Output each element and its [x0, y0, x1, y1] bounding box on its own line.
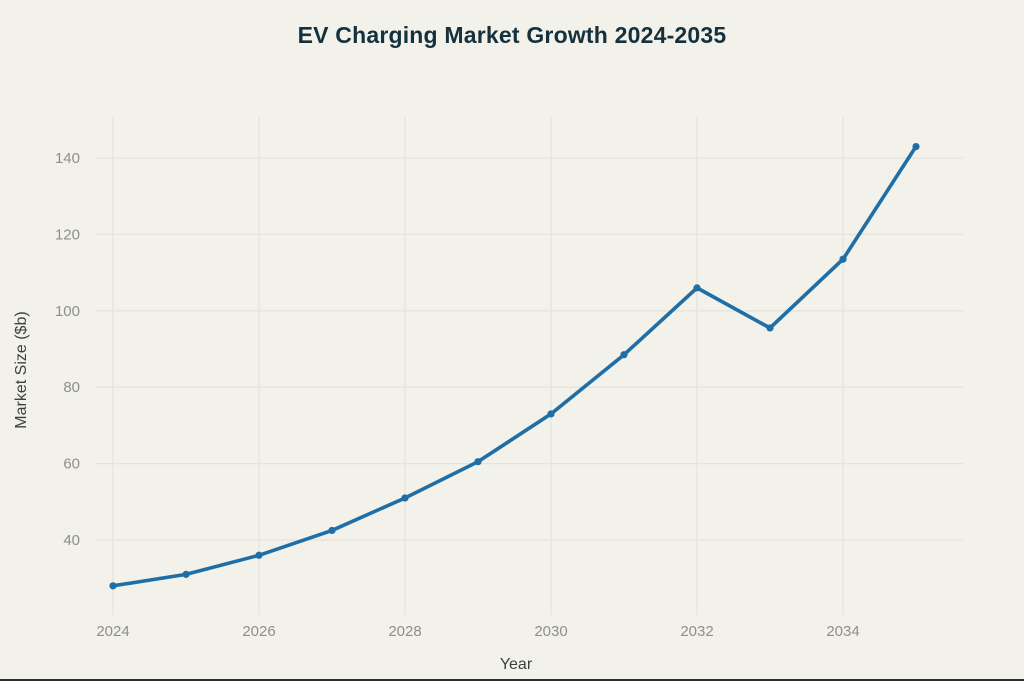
- x-tick-label: 2024: [96, 623, 129, 640]
- data-point-marker: [328, 526, 336, 535]
- y-tick-label: 120: [55, 226, 80, 243]
- x-tick-label: 2032: [680, 623, 713, 640]
- y-tick-label: 60: [63, 456, 80, 473]
- y-axis-title: Market Size ($b): [13, 311, 30, 429]
- x-axis-title: Year: [499, 656, 533, 673]
- y-tick-label: 80: [63, 379, 80, 396]
- y-tick-label: 140: [55, 150, 80, 167]
- data-point-marker: [109, 582, 117, 590]
- data-point-marker: [401, 494, 409, 502]
- data-point-marker: [620, 351, 628, 359]
- x-tick-label: 2028: [388, 623, 421, 640]
- data-point-marker: [547, 410, 555, 418]
- market-size-line: [111, 144, 918, 588]
- chart-title: EV Charging Market Growth 2024-2035: [297, 22, 727, 48]
- data-point-marker: [839, 255, 847, 263]
- y-tick-label: 40: [63, 532, 80, 549]
- y-tick-label: 100: [55, 303, 80, 320]
- data-point-marker: [766, 324, 774, 332]
- data-point-marker: [474, 458, 482, 466]
- data-point-marker: [693, 284, 701, 292]
- x-tick-label: 2026: [242, 623, 275, 640]
- bottom-window-edge: [0, 679, 1024, 681]
- x-tick-label: 2034: [826, 623, 859, 640]
- data-point-marker: [182, 570, 190, 578]
- x-tick-label: 2030: [534, 623, 567, 640]
- data-point-marker: [912, 142, 920, 151]
- data-point-marker: [255, 551, 263, 559]
